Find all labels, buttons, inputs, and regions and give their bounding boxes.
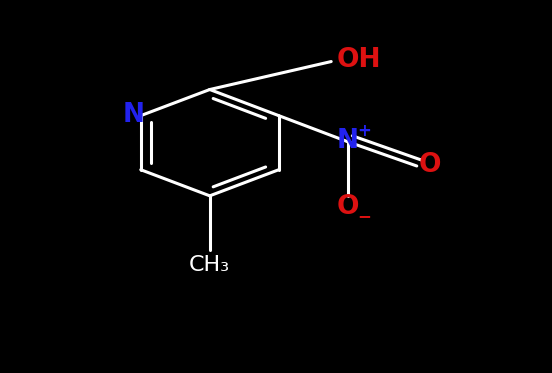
Text: +: + [357, 122, 371, 140]
Text: N: N [123, 101, 145, 128]
Text: OH: OH [337, 47, 381, 73]
Text: O: O [418, 152, 441, 178]
Text: −: − [357, 207, 371, 225]
Text: CH₃: CH₃ [189, 255, 230, 275]
Text: O: O [337, 194, 359, 220]
Text: N: N [337, 128, 359, 154]
